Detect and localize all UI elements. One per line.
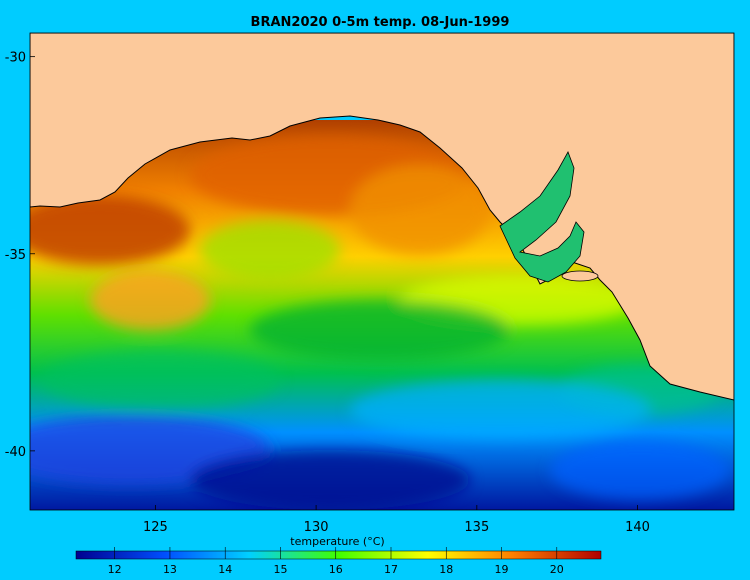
colorbar-ticks: 12 13 14 15 16 17 18 19 20 [108,547,564,576]
land-mass [30,33,734,401]
longitude-tick-label: 140 [625,520,650,535]
temperature-field [30,135,730,510]
kangaroo-island [561,270,599,282]
colorbar-tick-label: 12 [108,563,122,576]
colorbar [75,550,602,560]
longitude-tick-label: 130 [304,520,329,535]
longitude-tick-label: 135 [464,520,489,535]
colorbar-title: temperature (°C) [290,535,385,548]
latitude-axis: -30 -35 -40 [5,51,35,460]
longitude-axis: 125 130 135 140 [143,505,650,535]
colorbar-tick-label: 14 [218,563,232,576]
colorbar-tick-label: 18 [439,563,453,576]
colorbar-tick-label: 20 [550,563,564,576]
plot-frame [29,32,735,511]
map-title: BRAN2020 0-5m temp. 08-Jun-1999 [250,15,510,30]
latitude-tick-label: -35 [5,248,26,263]
colorbar-tick-label: 17 [384,563,398,576]
colorbar-tick-label: 13 [163,563,177,576]
latitude-tick-label: -30 [5,51,26,66]
colorbar-tick-label: 15 [273,563,287,576]
latitude-tick-label: -40 [5,445,26,460]
colorbar-tick-label: 19 [495,563,509,576]
longitude-tick-label: 125 [143,520,168,535]
colorbar-tick-label: 16 [329,563,343,576]
gulf-water [499,151,585,283]
